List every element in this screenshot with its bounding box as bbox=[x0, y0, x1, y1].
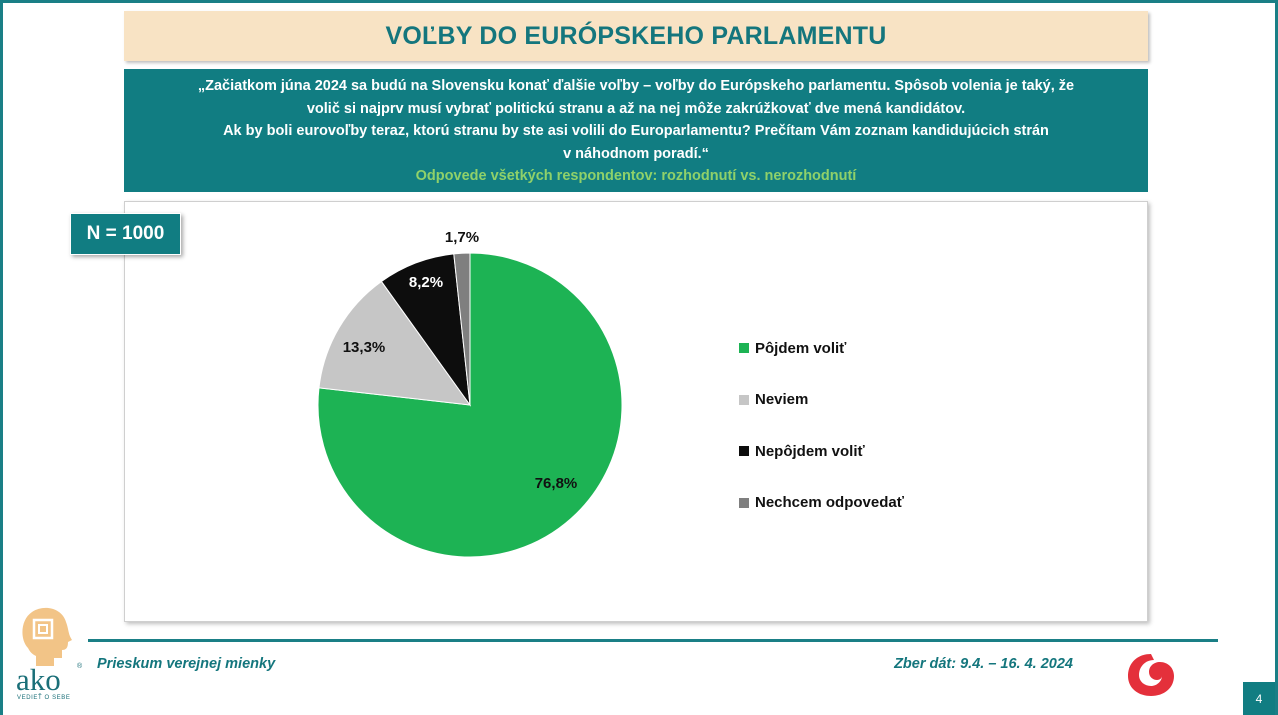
footer-date-range: Zber dát: 9.4. – 16. 4. 2024 bbox=[894, 656, 1073, 672]
pie-chart: 76,8% 13,3% 8,2% 1,7% bbox=[317, 229, 623, 558]
legend-swatch bbox=[739, 497, 749, 508]
logo-text: ako bbox=[16, 662, 61, 697]
pie-data-label-2: 8,2% bbox=[409, 274, 443, 291]
ako-logo: ako ® VEDIEŤ O SEBE bbox=[16, 607, 83, 701]
legend-label: Nechcem odpovedať bbox=[755, 494, 904, 511]
logo-tagline: VEDIEŤ O SEBE bbox=[17, 693, 70, 701]
logo-registered: ® bbox=[77, 662, 83, 670]
question-line: v náhodnom poradí.“ bbox=[563, 145, 709, 162]
legend-item-nechcem-odpovedat: Nechcem odpovedať bbox=[739, 493, 904, 513]
slide-title: VOĽBY DO EURÓPSKEHO PARLAMENTU bbox=[124, 11, 1148, 61]
legend-label: Nepôjdem voliť bbox=[755, 442, 865, 460]
chart-legend: Pôjdem voliť Neviem Nepôjdem voliť Nechc… bbox=[739, 338, 904, 544]
pie-slice-3 bbox=[453, 252, 471, 406]
pie-data-label-0: 76,8% bbox=[535, 475, 578, 492]
footer-survey-label: Prieskum verejnej mienky bbox=[97, 656, 276, 672]
footer-divider bbox=[88, 639, 1218, 642]
question-box: „Začiatkom júna 2024 sa budú na Slovensk… bbox=[124, 69, 1148, 192]
sample-size-badge: N = 1000 bbox=[70, 213, 181, 255]
page-number: 4 bbox=[1243, 682, 1275, 715]
legend-swatch bbox=[739, 446, 749, 456]
legend-label: Neviem bbox=[755, 391, 809, 408]
pie-data-label-3: 1,7% bbox=[445, 229, 479, 246]
chart-area bbox=[124, 201, 1148, 622]
legend-item-nepojdem-volit: Nepôjdem voliť bbox=[739, 441, 904, 461]
legend-item-pojdem-volit: Pôjdem voliť bbox=[739, 338, 904, 358]
legend-swatch bbox=[739, 343, 749, 353]
question-line: Ak by boli eurovoľby teraz, ktorú stranu… bbox=[223, 123, 1049, 139]
question-line: volič si najprv musí vybrať politickú st… bbox=[306, 100, 966, 117]
question-subtitle: Odpovede všetkých respondentov: rozhodnu… bbox=[415, 168, 857, 184]
pie-slice-1 bbox=[318, 280, 472, 406]
pie-slice-0 bbox=[317, 252, 623, 558]
brand-swirl-icon bbox=[1128, 654, 1174, 696]
question-line: „Začiatkom júna 2024 sa budú na Slovensk… bbox=[197, 78, 1075, 94]
pie-data-label-1: 13,3% bbox=[343, 339, 386, 356]
legend-label: Pôjdem voliť bbox=[755, 339, 847, 357]
legend-item-neviem: Neviem bbox=[739, 390, 904, 410]
legend-swatch bbox=[739, 394, 749, 405]
